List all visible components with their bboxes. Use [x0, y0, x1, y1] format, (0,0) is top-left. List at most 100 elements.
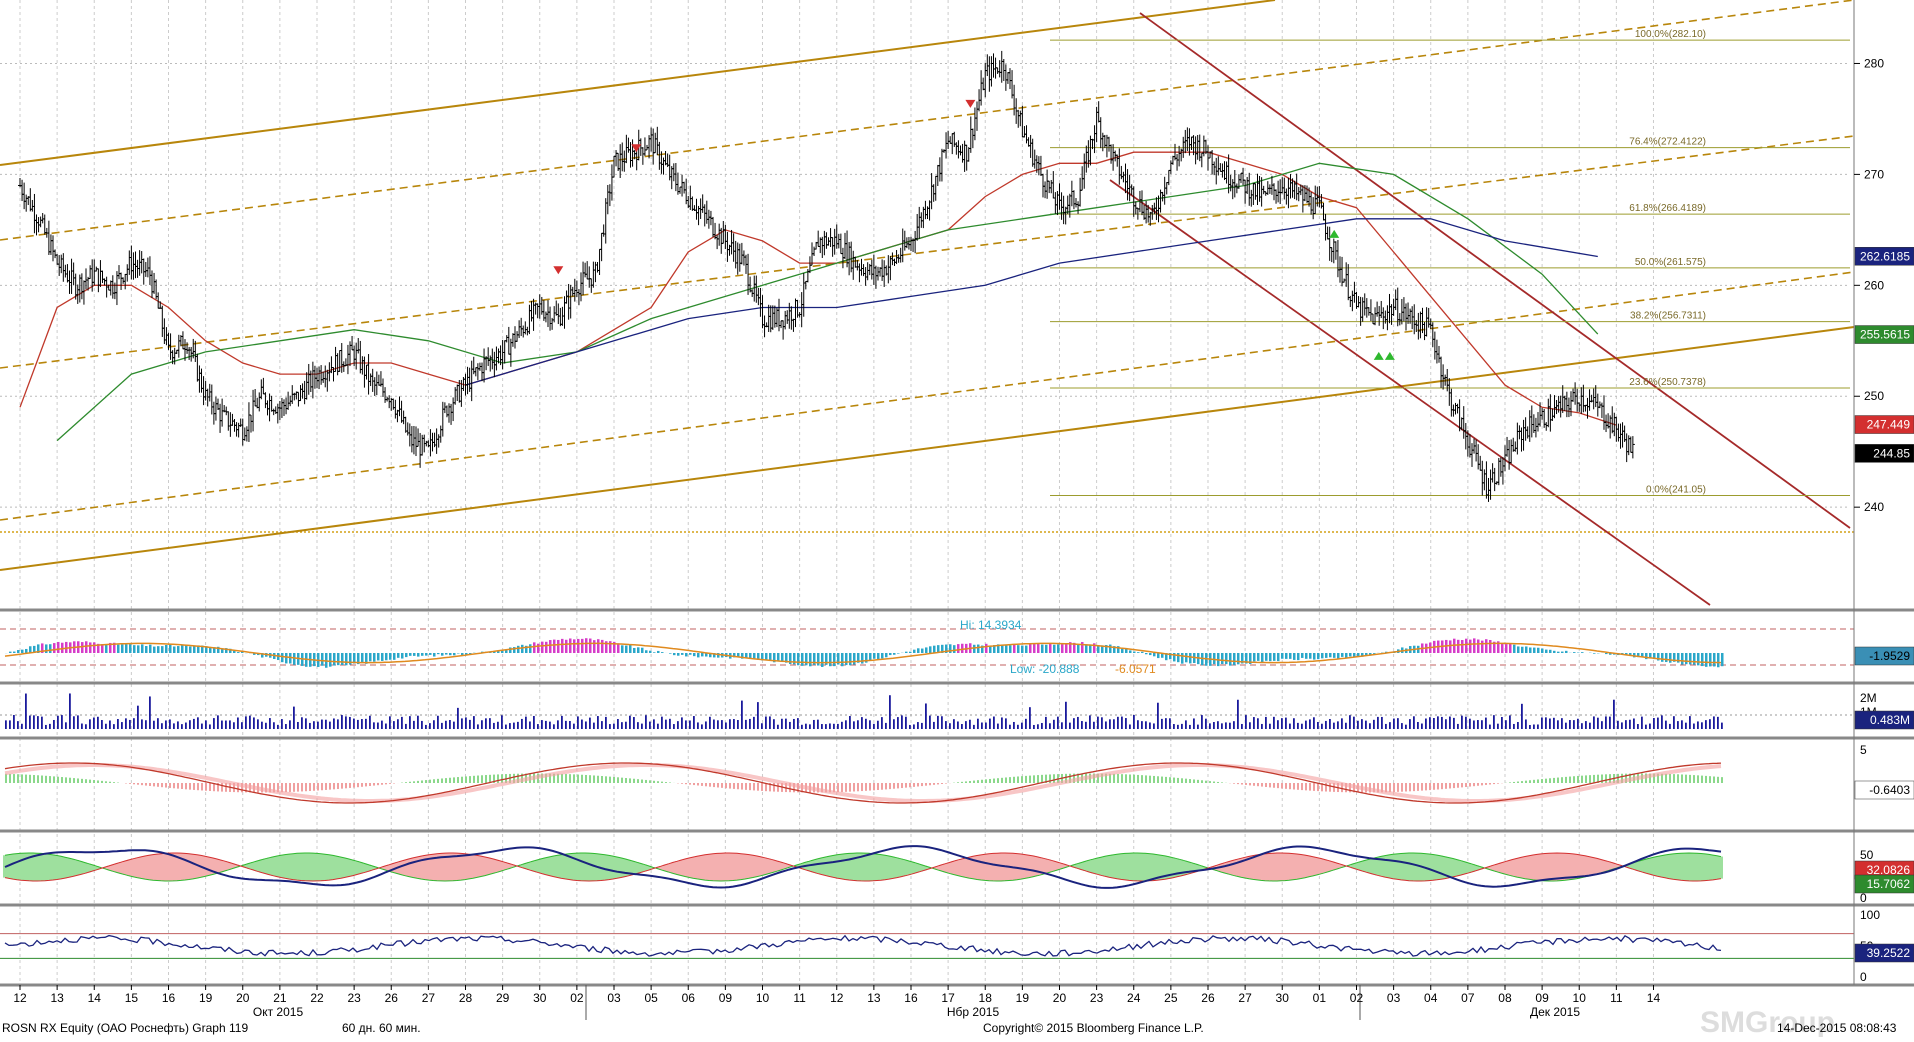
volume-bar	[385, 724, 387, 729]
volume-bar	[725, 722, 727, 729]
macd-hist-bar	[973, 781, 975, 783]
volume-bar	[569, 721, 571, 729]
volume-bar	[797, 718, 799, 729]
macd-hist-bar	[1233, 783, 1235, 784]
macd-hist-bar	[1265, 783, 1267, 787]
macd-hist-bar	[1545, 779, 1547, 783]
macd-hist-bar	[1309, 783, 1311, 791]
osc-hist-bar	[821, 653, 824, 667]
osc-hist-bar	[677, 653, 680, 656]
macd-hist-bar	[1173, 778, 1175, 783]
x-tick-label: 15	[125, 991, 139, 1005]
volume-bar	[461, 718, 463, 729]
volume-bar	[497, 722, 499, 729]
osc-hist-bar	[117, 645, 120, 653]
macd-hist-bar	[617, 777, 619, 783]
macd-hist-bar	[925, 783, 927, 786]
macd-hist-bar	[1153, 776, 1155, 783]
macd-hist-bar	[289, 783, 291, 792]
volume-bar	[209, 724, 211, 729]
osc-hist-bar	[173, 646, 176, 653]
macd-hist-bar	[701, 783, 703, 786]
macd-hist-bar	[1257, 783, 1259, 786]
volume-bar	[1197, 725, 1199, 729]
osc-hist-bar	[1025, 646, 1028, 653]
macd-hist-bar	[705, 783, 707, 786]
macd-hist-bar	[909, 783, 911, 787]
macd-hist-bar	[1329, 783, 1331, 792]
volume-bar	[405, 724, 407, 729]
macd-hist-bar	[1201, 780, 1203, 783]
macd-hist-bar	[141, 783, 143, 785]
macd-hist-bar	[1713, 776, 1715, 783]
osc-hist-bar	[1189, 653, 1192, 663]
volume-bar	[1141, 721, 1143, 729]
macd-hist-bar	[621, 778, 623, 783]
macd-hist-bar	[13, 774, 15, 783]
osc-hist-bar	[1137, 652, 1140, 653]
osc-hist-bar	[697, 653, 700, 657]
volume-bar	[1289, 724, 1291, 729]
volume-bar	[1057, 717, 1059, 729]
volume-bar	[657, 724, 659, 729]
volume-bar	[949, 723, 951, 729]
volume-bar	[961, 724, 963, 729]
volume-bar	[361, 719, 363, 729]
volume-bar	[1073, 718, 1075, 729]
osc-hist-bar	[809, 653, 812, 666]
osc-hist-bar	[1489, 640, 1492, 653]
volume-bar	[29, 716, 31, 729]
macd-hist-bar	[1205, 781, 1207, 783]
volume-bar	[677, 721, 679, 729]
osc-hist-bar	[625, 646, 628, 653]
osc-hist-bar	[693, 653, 696, 656]
macd-hist-bar	[1269, 783, 1271, 787]
osc-hist-bar	[593, 640, 596, 653]
osc-hist-bar	[1289, 653, 1292, 659]
osc-hist-bar	[925, 647, 928, 653]
osc-hist-bar	[373, 653, 376, 662]
macd-hist-bar	[1241, 783, 1243, 785]
macd-hist-bar	[421, 780, 423, 783]
volume-bar	[753, 717, 755, 729]
macd-hist-bar	[1397, 783, 1399, 792]
osc-hist-bar	[1513, 645, 1516, 653]
osc-hist-bar	[909, 652, 912, 653]
macd-hist-bar	[897, 783, 899, 788]
macd-hist-bar	[637, 779, 639, 783]
volume-bar	[413, 721, 415, 729]
macd-hist-bar	[717, 783, 719, 787]
volume-bar	[17, 721, 19, 729]
macd-hist-bar	[773, 783, 775, 792]
macd-hist-bar	[945, 783, 947, 784]
macd-hist-bar	[1497, 783, 1499, 784]
volume-bar	[1021, 723, 1023, 729]
volume-bar	[1641, 717, 1643, 729]
volume-bar	[897, 717, 899, 729]
macd-hist-bar	[665, 782, 667, 783]
macd-hist-bar	[497, 774, 499, 783]
macd-hist-bar	[1129, 774, 1131, 783]
osc-hist-bar	[1185, 653, 1188, 662]
macd-hist-bar	[605, 776, 607, 783]
volume-bar	[929, 716, 931, 729]
volume-bar	[565, 721, 567, 729]
macd-hist-bar	[389, 783, 391, 784]
macd-hist-bar	[209, 783, 211, 791]
osc-hist-bar	[1077, 644, 1080, 653]
macd-hist-bar	[1721, 777, 1723, 783]
macd-hist-bar	[841, 783, 843, 792]
volume-bar	[1349, 715, 1351, 729]
macd-hist-bar	[597, 776, 599, 783]
volume-bar	[89, 719, 91, 729]
osc-hist-bar	[329, 653, 332, 667]
osc-hist-bar	[181, 645, 184, 653]
osc-hist-bar	[841, 653, 844, 666]
osc-hist-bar	[157, 646, 160, 653]
y-tick-label: 280	[1864, 56, 1884, 70]
macd-hist-bar	[49, 776, 51, 783]
volume-bar	[1569, 720, 1571, 729]
macd-hist-bar	[689, 783, 691, 785]
volume-bar	[141, 719, 143, 729]
osc-hist-bar	[1697, 653, 1700, 665]
